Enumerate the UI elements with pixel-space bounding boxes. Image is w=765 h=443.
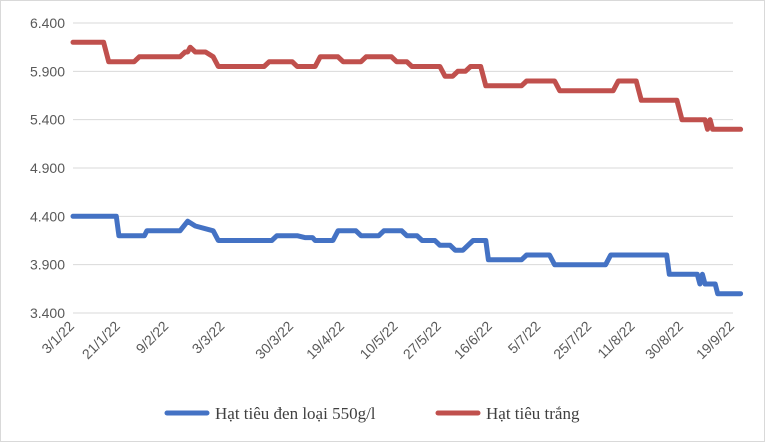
x-tick-label: 19/4/22 [303,318,347,362]
series-line-2 [70,39,744,132]
gridlines [73,22,733,314]
x-tick-label: 30/8/22 [642,318,686,362]
legend-label-1: Hạt tiêu đen loại 550g/l [215,404,376,423]
x-tick-label: 27/5/22 [400,318,444,362]
x-tick-label: 16/6/22 [451,318,495,362]
y-tick-label: 4.400 [30,208,65,224]
legend-label-2: Hạt tiêu trắng [486,404,580,423]
x-tick-label: 3/3/22 [189,318,228,357]
x-tick-label: 9/2/22 [133,318,172,357]
y-tick-label: 3.400 [30,305,65,321]
y-tick-label: 5.400 [30,112,65,128]
y-tick-label: 3.900 [30,257,65,273]
x-tick-label: 25/7/22 [550,318,594,362]
x-tick-label: 21/1/22 [79,318,123,362]
y-tick-label: 6.400 [30,15,65,31]
x-tick-label: 30/3/22 [252,318,296,362]
series-line-1 [70,213,744,297]
x-tick-label: 5/7/22 [505,318,544,357]
x-tick-label: 10/5/22 [356,318,400,362]
x-tick-label: 11/8/22 [594,318,638,362]
x-tick-label: 19/9/22 [693,318,737,362]
y-tick-label: 4.900 [30,160,65,176]
y-tick-label: 5.900 [30,63,65,79]
x-tick-label: 3/1/22 [38,318,77,357]
